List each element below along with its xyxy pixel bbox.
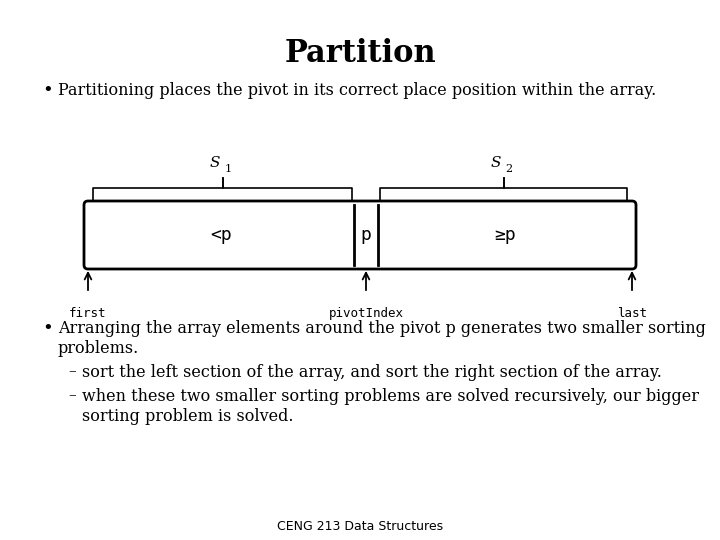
Text: sorting problem is solved.: sorting problem is solved.: [82, 408, 294, 425]
Text: 2: 2: [505, 164, 513, 174]
Text: Partitioning places the pivot in its correct place position within the array.: Partitioning places the pivot in its cor…: [58, 82, 656, 99]
Text: S: S: [491, 156, 502, 170]
Text: last: last: [617, 307, 647, 320]
Text: –: –: [68, 364, 76, 378]
Text: first: first: [69, 307, 107, 320]
Text: Partition: Partition: [284, 38, 436, 69]
Text: p: p: [361, 226, 372, 244]
Text: when these two smaller sorting problems are solved recursively, our bigger: when these two smaller sorting problems …: [82, 388, 699, 405]
Text: pivotIndex: pivotIndex: [328, 307, 403, 320]
Text: ≥p: ≥p: [494, 226, 516, 244]
Text: problems.: problems.: [58, 340, 139, 357]
Text: sort the left section of the array, and sort the right section of the array.: sort the left section of the array, and …: [82, 364, 662, 381]
FancyBboxPatch shape: [84, 201, 636, 269]
Text: •: •: [42, 320, 53, 338]
Text: –: –: [68, 388, 76, 402]
Text: •: •: [42, 82, 53, 100]
Text: 1: 1: [225, 164, 232, 174]
Text: Arranging the array elements around the pivot p generates two smaller sorting: Arranging the array elements around the …: [58, 320, 706, 337]
Text: CENG 213 Data Structures: CENG 213 Data Structures: [277, 520, 443, 533]
Text: S: S: [210, 156, 220, 170]
Text: <p: <p: [210, 226, 232, 244]
